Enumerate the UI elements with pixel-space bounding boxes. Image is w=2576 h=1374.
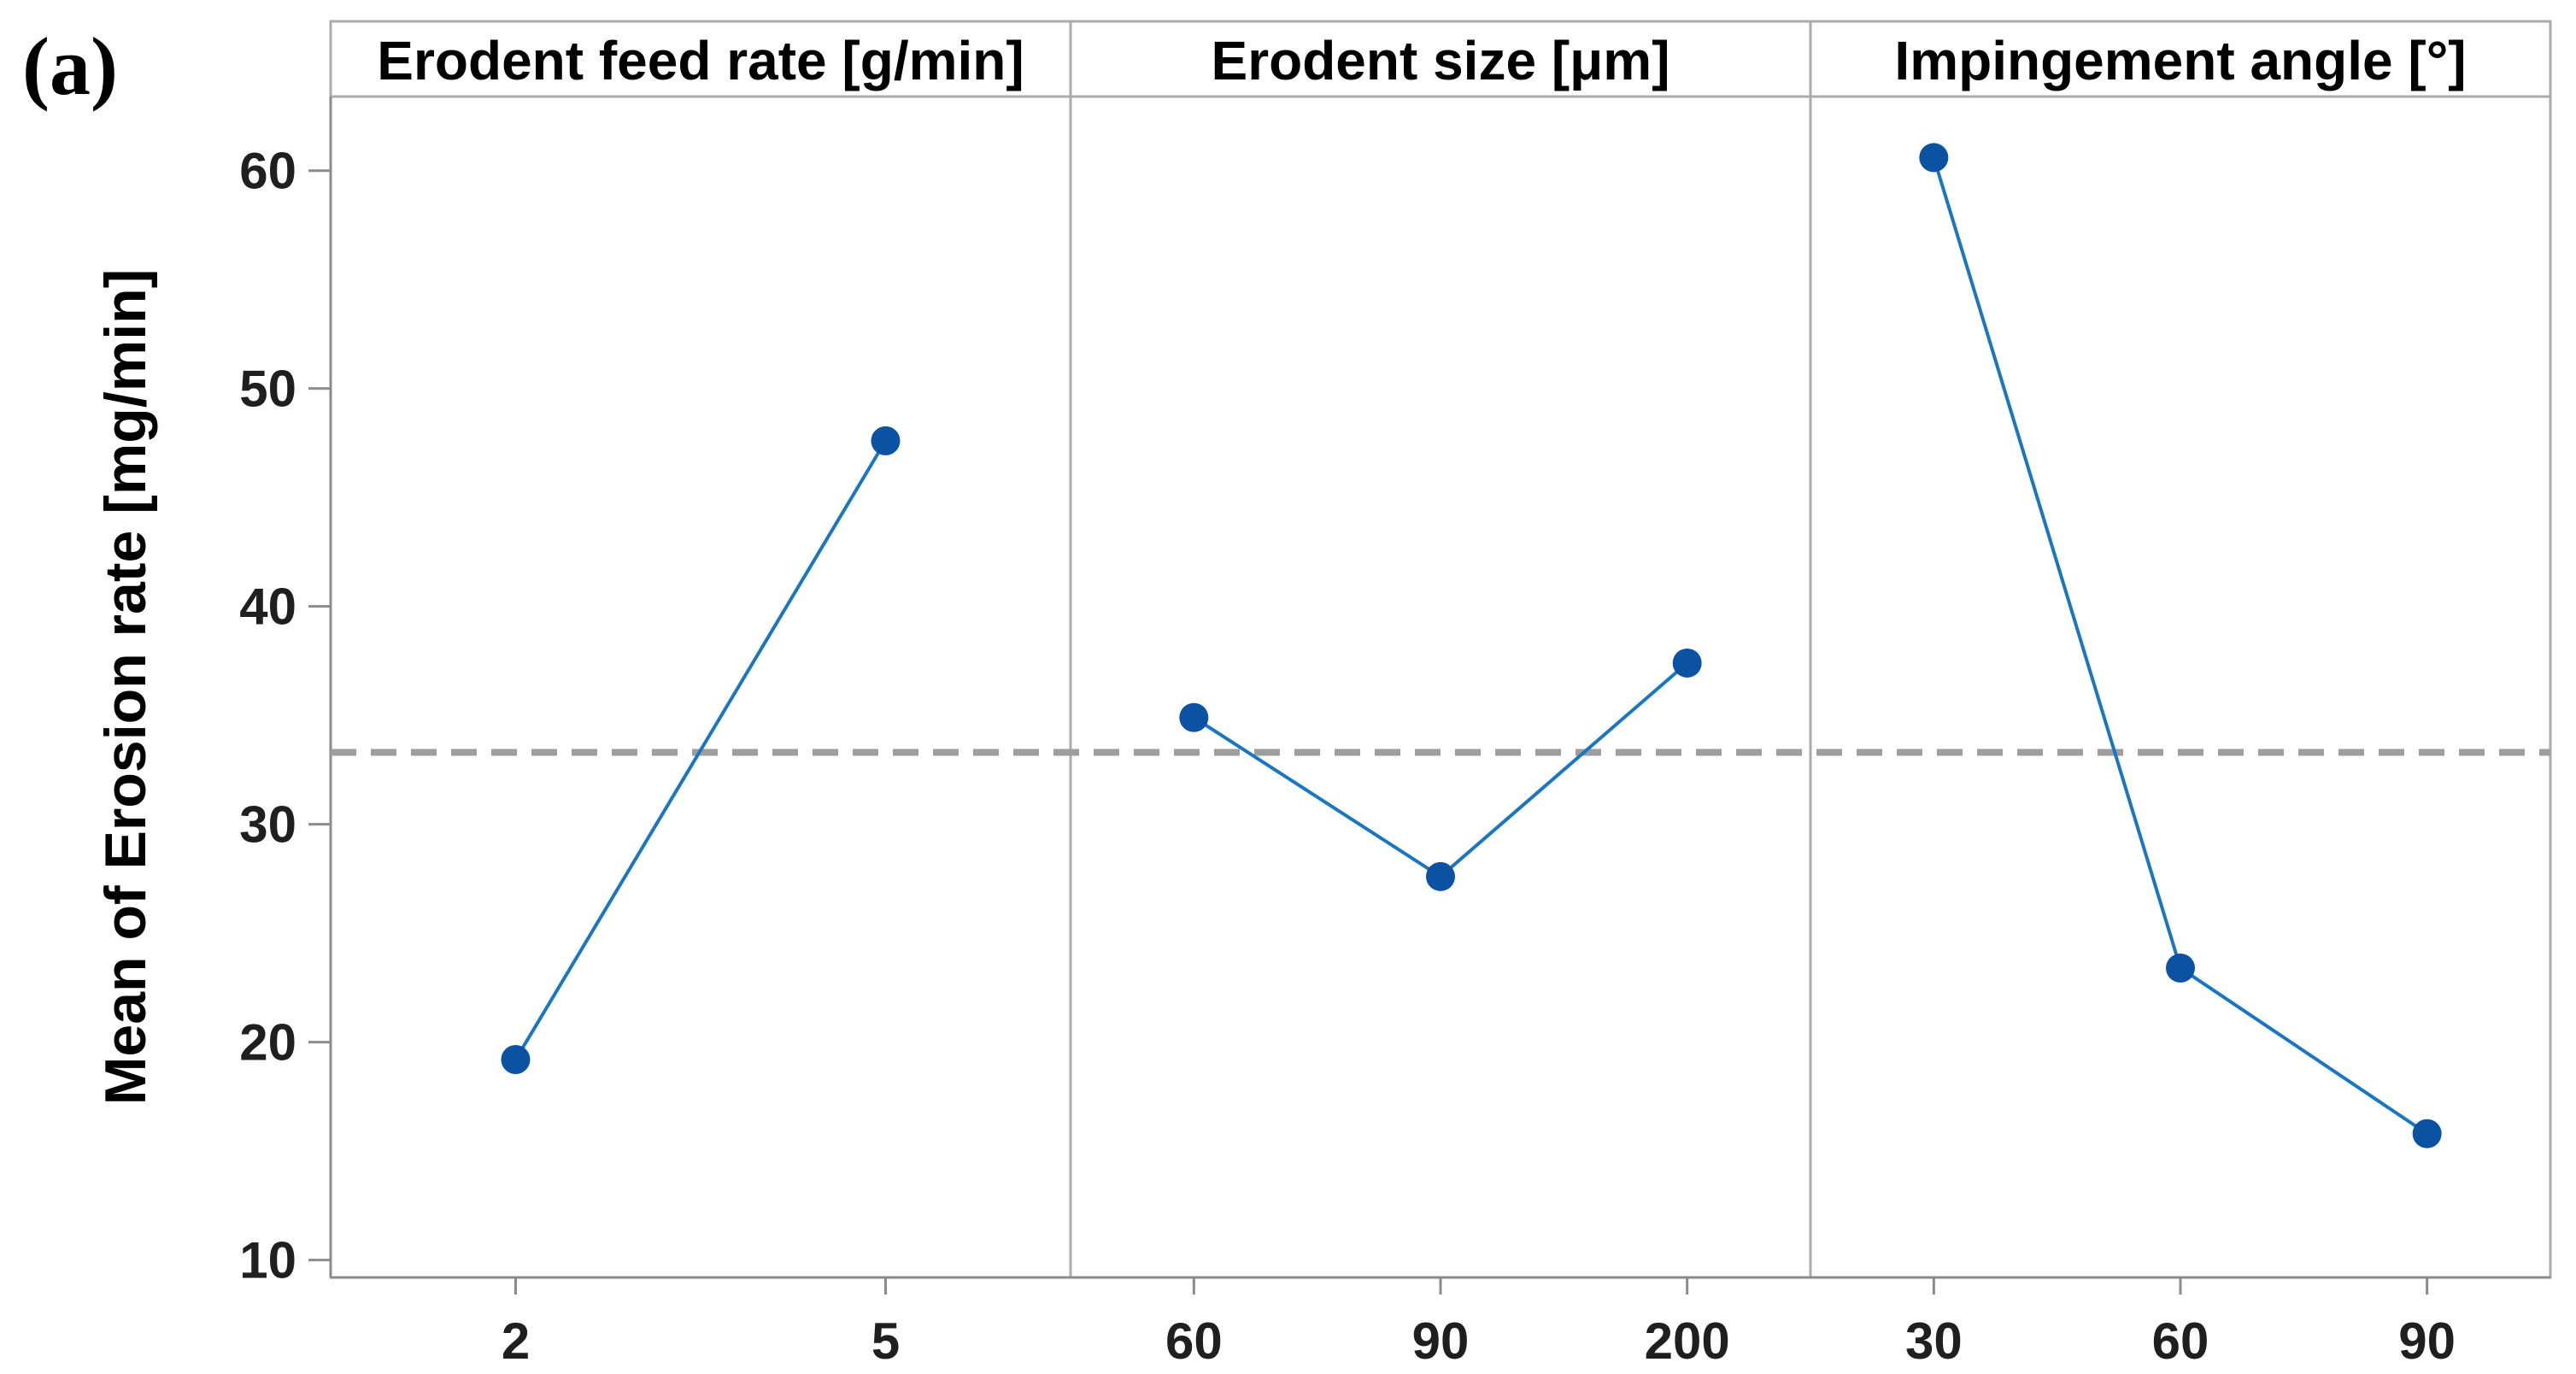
panel-title: Impingement angle [°] xyxy=(1894,30,2466,91)
data-point xyxy=(871,426,901,455)
y-tick-label: 30 xyxy=(239,796,296,854)
y-tick-label: 60 xyxy=(239,143,296,200)
data-point xyxy=(1919,143,1949,173)
panel-title: Erodent feed rate [g/min] xyxy=(377,30,1024,91)
x-tick-label: 90 xyxy=(2398,1312,2456,1370)
y-tick-label: 10 xyxy=(239,1232,296,1289)
data-point xyxy=(2412,1119,2442,1148)
x-tick-label: 5 xyxy=(871,1312,900,1370)
data-point xyxy=(501,1045,531,1075)
x-tick-label: 2 xyxy=(502,1312,530,1370)
x-tick-label: 30 xyxy=(1905,1312,1963,1370)
data-point xyxy=(1672,648,1702,678)
y-tick-label: 40 xyxy=(239,578,296,636)
figure-label: (a) xyxy=(22,21,118,112)
y-tick-label: 50 xyxy=(239,361,296,418)
x-tick-label: 60 xyxy=(2152,1312,2209,1370)
panel-title: Erodent size [μm] xyxy=(1212,30,1670,91)
data-point xyxy=(1179,702,1209,732)
series-line xyxy=(513,439,888,1061)
x-tick-label: 60 xyxy=(1165,1312,1223,1370)
data-point xyxy=(2166,953,2195,983)
plot-background xyxy=(331,21,2550,1277)
y-tick-label: 20 xyxy=(239,1014,296,1072)
y-axis-title: Mean of Erosion rate [mg/min] xyxy=(93,269,158,1106)
x-tick-label: 90 xyxy=(1412,1312,1470,1370)
data-point xyxy=(1426,861,1455,891)
x-tick-label: 200 xyxy=(1645,1312,1730,1370)
